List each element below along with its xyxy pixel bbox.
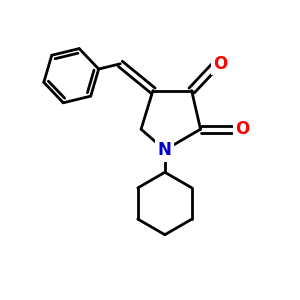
Text: O: O: [214, 55, 228, 73]
Text: N: N: [158, 141, 172, 159]
Text: O: O: [236, 120, 250, 138]
